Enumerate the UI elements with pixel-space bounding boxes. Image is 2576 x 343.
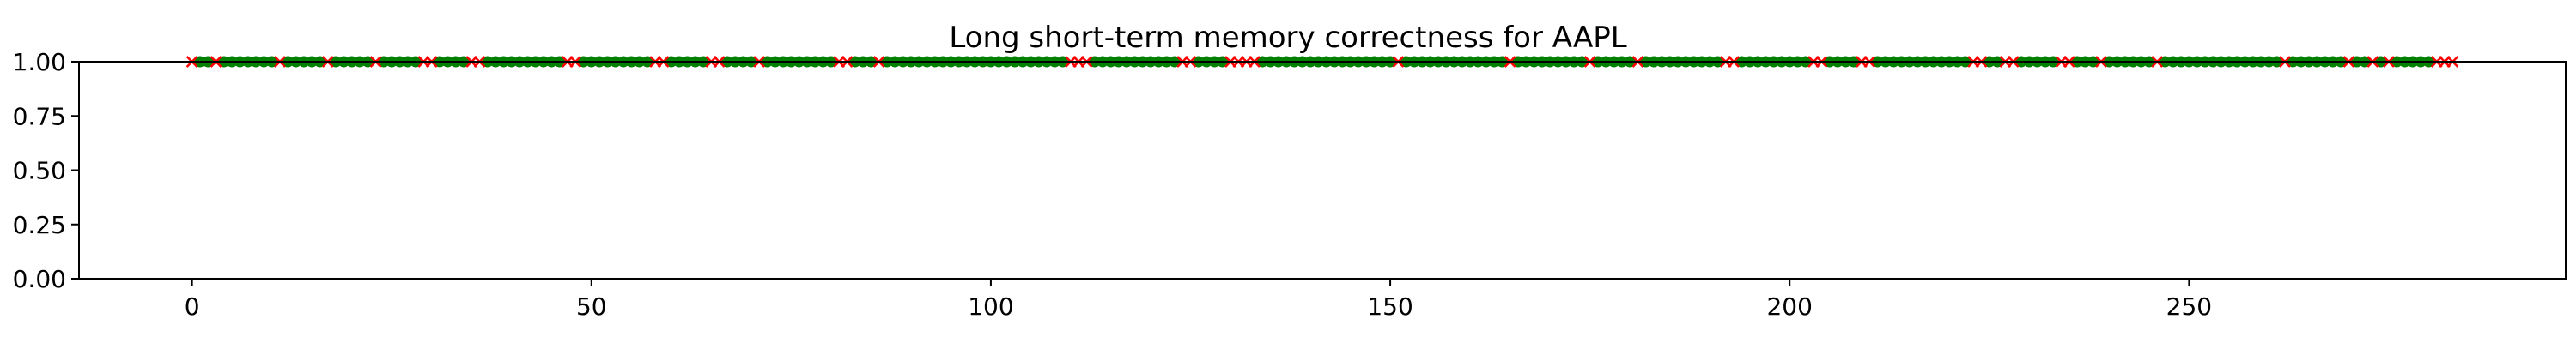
y-tick-label: 0.75 xyxy=(13,102,66,130)
y-tick-label: 0.00 xyxy=(13,265,66,293)
y-tick-label: 0.50 xyxy=(13,157,66,185)
y-tick-label: 0.25 xyxy=(13,211,66,239)
x-tick-label: 250 xyxy=(2166,292,2212,321)
x-tick-label: 200 xyxy=(1766,292,1812,321)
y-tick-label: 1.00 xyxy=(13,48,66,76)
plot-frame xyxy=(78,61,2567,280)
chart-title: Long short-term memory correctness for A… xyxy=(949,21,1626,55)
x-tick-label: 0 xyxy=(185,292,200,321)
x-axis-ticks: 0 50 100 150 200 250 xyxy=(185,279,2212,321)
x-tick-label: 50 xyxy=(576,292,607,321)
y-axis-ticks: 0.00 0.25 0.50 0.75 1.00 xyxy=(13,48,79,293)
x-tick-label: 150 xyxy=(1367,292,1413,321)
x-tick-label: 100 xyxy=(968,292,1013,321)
